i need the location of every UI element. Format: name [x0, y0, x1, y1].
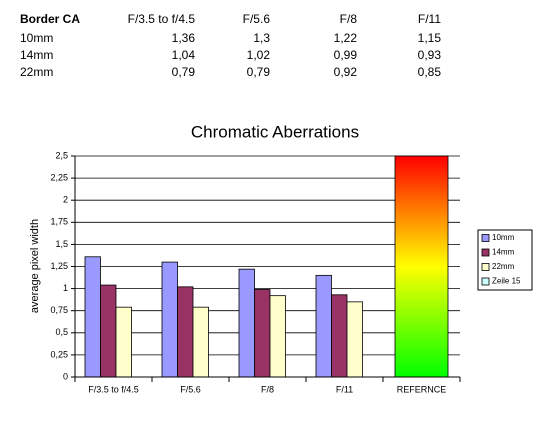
table-header-cell: F/5.6 [243, 12, 271, 26]
y-tick-label: 1 [63, 283, 68, 293]
y-tick-label: 0,25 [50, 349, 68, 359]
table-header-cell: Border CA [20, 12, 80, 26]
bar [331, 294, 348, 378]
table-cell: 0,79 [172, 65, 196, 79]
y-tick-label: 0,75 [50, 305, 68, 315]
y-tick-label: 0,5 [55, 327, 68, 337]
bar [177, 286, 194, 378]
table-cell: 0,93 [418, 48, 442, 62]
table-cell: 0,79 [247, 65, 271, 79]
x-tick-label: REFERNCE [397, 384, 447, 394]
bar [315, 274, 332, 378]
y-tick-label: 2,25 [50, 172, 68, 182]
legend-label: Zeile 15 [492, 277, 521, 286]
x-tick-label: F/5.6 [180, 384, 201, 394]
bar [394, 155, 449, 378]
table-cell: 0,92 [334, 65, 358, 79]
bar [84, 256, 101, 378]
y-tick-label: 1,25 [50, 261, 68, 271]
legend-label: 14mm [492, 248, 515, 257]
legend-label: 10mm [492, 233, 515, 242]
table-cell: 14mm [20, 48, 53, 62]
bar [115, 306, 132, 378]
table-cell: 1,22 [334, 31, 358, 45]
table-header-cell: F/3.5 to f/4.5 [128, 12, 196, 26]
bar [254, 289, 271, 378]
table-cell: 22mm [20, 65, 53, 79]
table-cell: 0,99 [334, 48, 358, 62]
legend-swatch [481, 248, 490, 257]
y-tick-label: 1,5 [55, 239, 68, 249]
bar [238, 268, 255, 378]
y-tick-label: 0 [63, 371, 68, 381]
legend-swatch [481, 277, 490, 286]
table-cell: 1,36 [172, 31, 196, 45]
table-cell: 1,02 [247, 48, 271, 62]
table-cell: 1,04 [172, 48, 196, 62]
y-tick-label: 2 [63, 195, 68, 205]
legend-swatch [481, 263, 490, 271]
legend-label: 22mm [492, 262, 515, 271]
bar [161, 261, 178, 378]
table-cell: 1,3 [253, 31, 270, 45]
y-axis-label: average pixel width [29, 219, 41, 313]
x-tick-label: F/8 [261, 384, 274, 394]
table-header-cell: F/8 [340, 12, 358, 26]
table-cell: 10mm [20, 31, 53, 45]
bar [192, 306, 209, 378]
x-tick-label: F/11 [336, 384, 353, 394]
x-tick-label: F/3.5 to f/4.5 [88, 384, 139, 394]
y-tick-label: 2,5 [55, 150, 68, 160]
y-tick-label: 1,75 [50, 217, 68, 227]
bar [100, 284, 117, 378]
table-cell: 0,85 [418, 65, 442, 79]
table-cell: 1,15 [418, 31, 442, 45]
legend-swatch [481, 234, 490, 242]
bar [346, 301, 363, 378]
bar [269, 295, 286, 378]
chart-title: Chromatic Aberrations [191, 122, 359, 141]
table-header-cell: F/11 [418, 12, 441, 26]
